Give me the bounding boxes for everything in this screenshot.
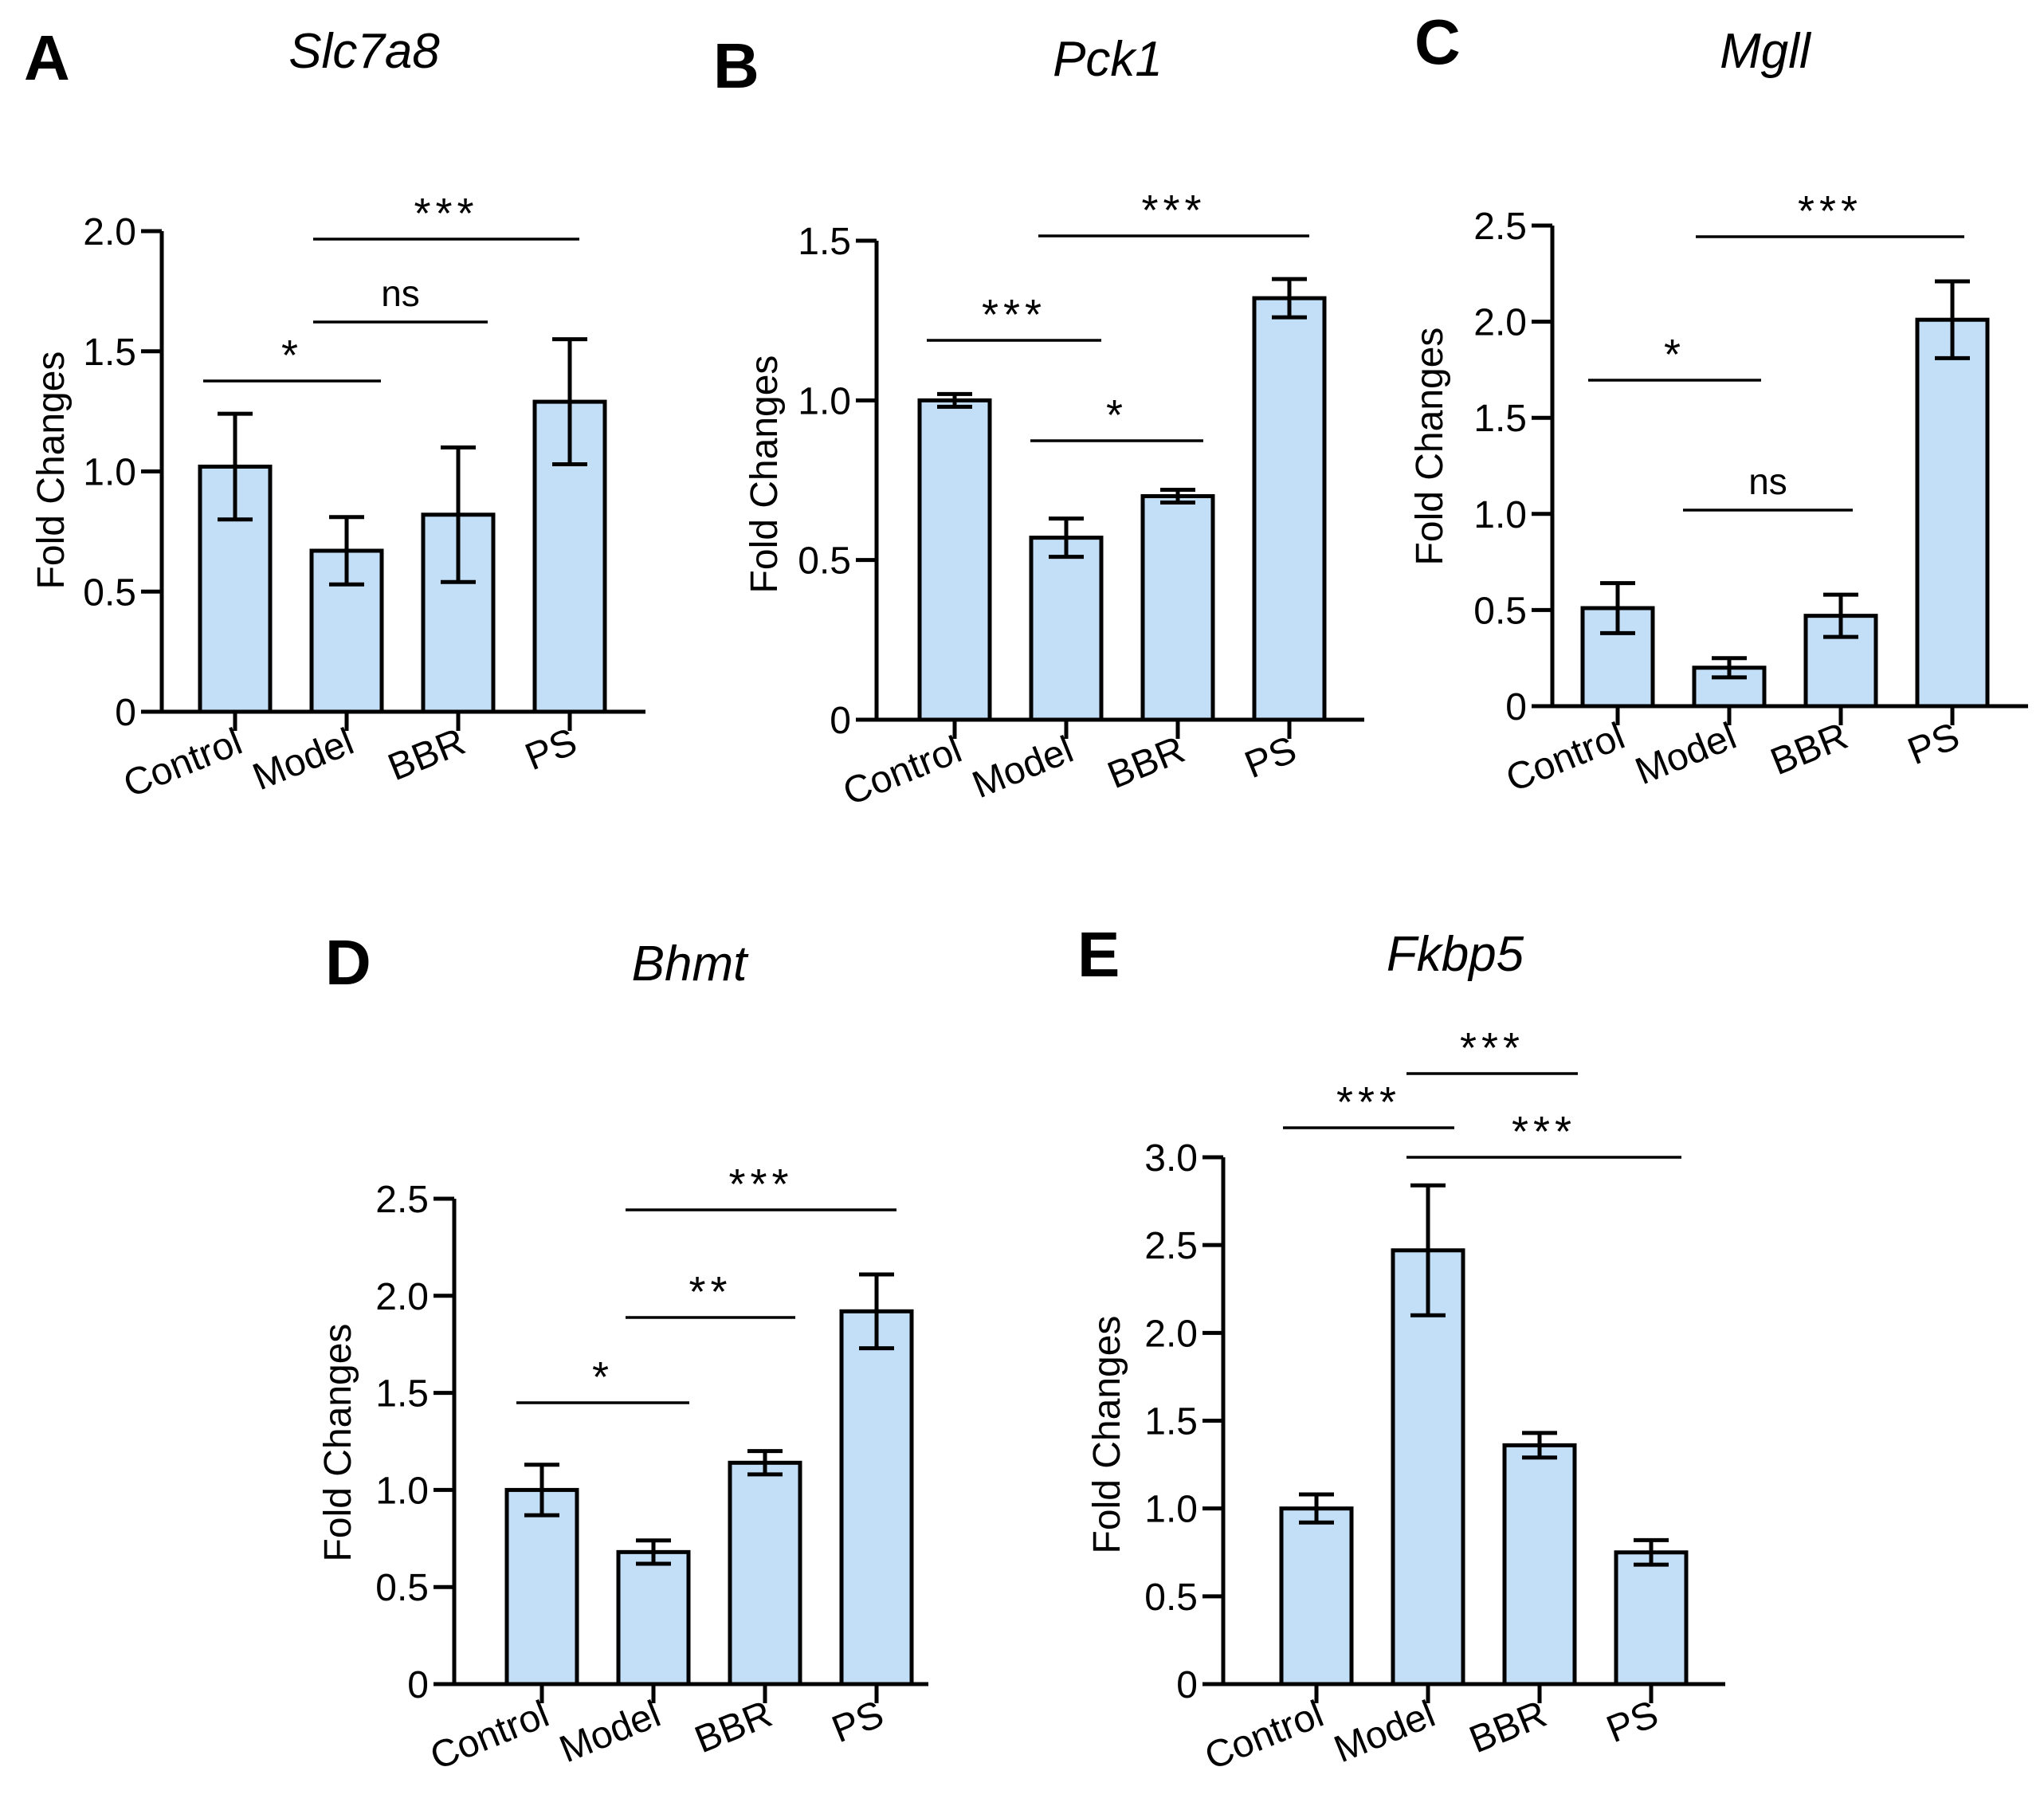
- bar-model: [1029, 536, 1104, 722]
- x-tick-label-ps: PS: [826, 1693, 889, 1751]
- y-tick-label: 2.5: [1144, 1225, 1198, 1267]
- y-axis-label: Fold Changes: [317, 1324, 359, 1562]
- significance-label: *: [281, 332, 303, 379]
- x-tick-label-model: Model: [1630, 715, 1742, 793]
- bar-control: [1279, 1506, 1354, 1686]
- y-axis-label: Fold Changes: [1086, 1316, 1128, 1554]
- y-tick-label: 1.0: [1473, 494, 1527, 536]
- x-tick-label-control: Control: [1199, 1693, 1329, 1778]
- panel-label: C: [1414, 6, 1461, 77]
- significance-label: *: [1664, 331, 1685, 379]
- y-tick-label: 1.5: [83, 332, 136, 374]
- y-axis-label: Fold Changes: [30, 351, 73, 590]
- panel-d: D Bhmt Fold Changes 0 0.5 1.0 1.5 2.0 2.5 Control…: [317, 927, 928, 1778]
- significance-label: ***: [728, 1160, 793, 1208]
- y-tick-label: 1.5: [798, 221, 851, 263]
- y-tick-label: 2.5: [375, 1179, 429, 1221]
- x-tick-label-model: Model: [1328, 1693, 1441, 1771]
- x-tick-label-ps: PS: [1902, 715, 1965, 773]
- y-tick-label: 1.0: [1144, 1489, 1198, 1531]
- significance-label: ***: [1141, 187, 1206, 234]
- x-tick-label-control: Control: [838, 728, 967, 814]
- chart-title: Fkbp5: [1387, 927, 1524, 982]
- x-tick-label-bbr: BBR: [1765, 715, 1854, 783]
- y-tick-label: 0.5: [798, 540, 851, 583]
- y-axis-label: Fold Changes: [743, 355, 786, 594]
- x-tick-label-model: Model: [247, 721, 359, 799]
- x-tick-label-ps: PS: [1239, 728, 1302, 787]
- x-tick-label-bbr: BBR: [383, 721, 471, 789]
- panel-label: E: [1077, 919, 1120, 990]
- x-tick-label-bbr: BBR: [1102, 728, 1191, 797]
- x-tick-label-ps: PS: [1601, 1693, 1664, 1751]
- significance-label: ns: [1748, 461, 1787, 502]
- y-tick-label: 0.5: [375, 1567, 429, 1609]
- y-tick-label: 1.5: [1144, 1401, 1198, 1443]
- significance-label: ***: [982, 291, 1046, 339]
- significance-label: ***: [1512, 1108, 1576, 1156]
- significance-label: *: [1106, 391, 1128, 439]
- significance-label: ***: [1798, 187, 1862, 235]
- y-tick-label: 0: [1505, 686, 1527, 728]
- y-tick-label: 0: [830, 700, 851, 742]
- significance-label: ***: [414, 190, 478, 238]
- y-tick-label: 0.5: [83, 571, 136, 614]
- bar-bbr: [728, 1460, 802, 1686]
- y-tick-label: 3.0: [1144, 1137, 1198, 1180]
- y-tick-label: 2.5: [1473, 206, 1527, 248]
- panel-e: E Fkbp5 Fold Changes 0 0.5 1.0 1.5 2.0 2.5 3.0 Con…: [1077, 919, 1725, 1778]
- y-tick-label: 0: [1176, 1664, 1198, 1706]
- panel-label: D: [325, 927, 371, 998]
- y-tick-label: 0: [115, 692, 136, 734]
- bar-bbr: [1803, 614, 1878, 709]
- panel-a: A Slc7a8 Fold Changes 0 0.5 1.0 1.5 2.0 ControlM…: [24, 22, 645, 806]
- significance-label: ns: [381, 273, 420, 314]
- y-tick-label: 2.0: [1473, 302, 1527, 344]
- y-axis-label: Fold Changes: [1409, 328, 1451, 566]
- y-tick-label: 1.0: [375, 1470, 429, 1512]
- y-tick-label: 2.0: [375, 1276, 429, 1318]
- y-tick-label: 2.0: [1144, 1313, 1198, 1355]
- chart-title: Slc7a8: [288, 24, 440, 79]
- bar-bbr: [1502, 1443, 1577, 1686]
- y-tick-label: 2.0: [83, 211, 136, 253]
- y-tick-label: 1.0: [798, 380, 851, 422]
- x-tick-label-ps: PS: [520, 721, 583, 779]
- bar-ps: [839, 1309, 914, 1686]
- bar-model: [616, 1549, 691, 1686]
- x-tick-label-control: Control: [118, 721, 248, 806]
- bar-ps: [1614, 1550, 1689, 1686]
- x-tick-label-model: Model: [967, 728, 1079, 807]
- x-tick-label-model: Model: [554, 1693, 666, 1771]
- chart-title: Mgll: [1720, 24, 1812, 79]
- y-tick-label: 0.5: [1473, 590, 1527, 632]
- bar-model: [1391, 1248, 1465, 1686]
- significance-label: ***: [1336, 1078, 1401, 1126]
- panel-label: B: [713, 30, 759, 101]
- x-tick-label-bbr: BBR: [689, 1693, 778, 1761]
- bar-control: [504, 1487, 579, 1686]
- bar-bbr: [1140, 494, 1215, 722]
- y-tick-label: 1.5: [1473, 398, 1527, 440]
- panel-label: A: [24, 22, 70, 93]
- bar-ps: [1252, 296, 1327, 722]
- bar-ps: [1915, 317, 1990, 709]
- y-tick-label: 0: [407, 1664, 429, 1706]
- x-tick-label-bbr: BBR: [1464, 1693, 1552, 1761]
- bar-control: [917, 398, 992, 722]
- y-tick-label: 1.5: [375, 1373, 429, 1416]
- y-tick-label: 0.5: [1144, 1577, 1198, 1619]
- x-tick-label-control: Control: [425, 1693, 555, 1778]
- significance-label: ***: [1460, 1024, 1524, 1072]
- significance-label: *: [592, 1353, 614, 1401]
- chart-title: Bhmt: [632, 936, 749, 991]
- y-tick-label: 1.0: [83, 452, 136, 494]
- significance-label: **: [689, 1268, 732, 1316]
- chart-title: Pck1: [1053, 32, 1163, 87]
